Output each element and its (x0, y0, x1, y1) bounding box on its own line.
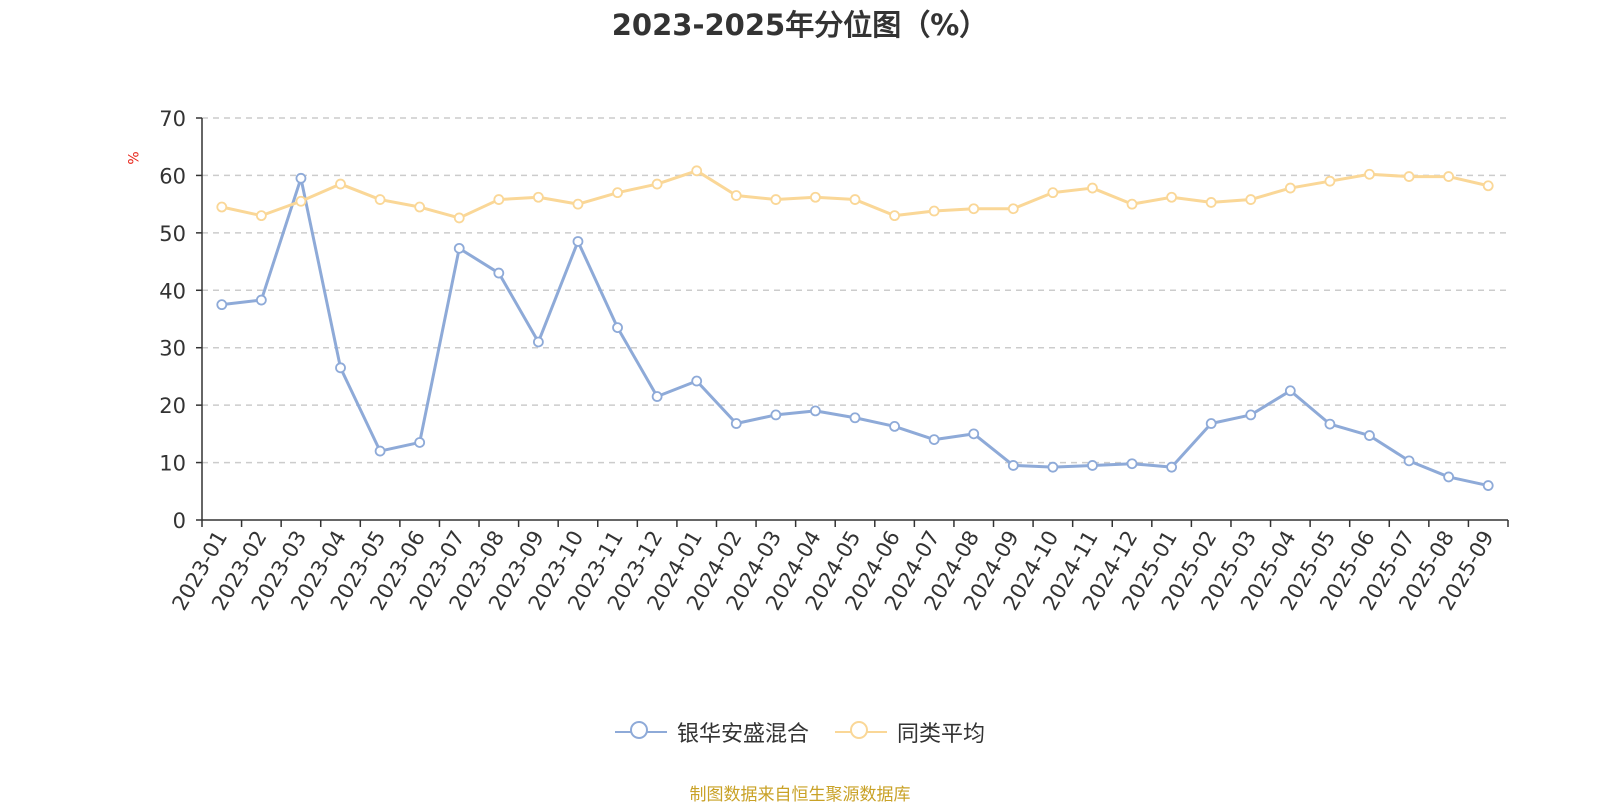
series-2-point (1364, 168, 1375, 180)
legend-swatch-series-1 (614, 720, 667, 744)
series-2-point (1324, 175, 1336, 187)
series-2-point (730, 190, 742, 201)
series-2-point (1205, 197, 1217, 208)
series-1-point (849, 412, 861, 424)
series-2-point (810, 191, 821, 203)
chart-title: 2023-2025年分位图（%） (611, 8, 989, 42)
series-2-point (493, 194, 505, 205)
series-1-point (1403, 455, 1415, 467)
series-1-point (335, 362, 346, 374)
series-2-point (1126, 198, 1138, 210)
grid-lines (202, 117, 1508, 464)
series-2-point (889, 210, 900, 222)
series-2-point (968, 203, 980, 215)
legend-label-series-1: 银华安盛混合 (676, 722, 809, 747)
y-tick-label: 40 (159, 279, 186, 303)
series-2-point (1403, 171, 1415, 182)
x-axis-ticks: 2023-012023-022023-032023-042023-052023-… (167, 526, 1498, 614)
y-tick-label: 50 (159, 222, 186, 246)
data-source-note: 制图数据来自恒生聚源数据库 (689, 785, 911, 805)
series-1-point (1443, 471, 1455, 483)
series-2-point (849, 194, 861, 205)
series-2-point (216, 201, 228, 213)
series-1-point (255, 294, 267, 306)
series-2-point (1007, 203, 1019, 215)
y-axis-ticks: 0 10 20 30 40 50 60 70 (159, 107, 186, 533)
series-1-point (968, 428, 980, 440)
series-1-point (810, 405, 821, 417)
series-1-point (295, 172, 307, 184)
series-1-point (493, 267, 505, 279)
y-tick-label: 60 (159, 164, 186, 188)
series-1-point (1047, 461, 1059, 473)
series-1-point (730, 418, 742, 429)
series-group (216, 165, 1494, 491)
series-2-point (335, 178, 346, 190)
series-2-point (651, 178, 663, 190)
series-2-point (1087, 182, 1098, 194)
series-2-point (295, 195, 307, 207)
series-2-point (612, 187, 623, 199)
y-tick-label: 20 (159, 394, 186, 418)
series-1-point (928, 434, 940, 446)
legend-swatch-series-2 (835, 720, 887, 744)
series-1-point (453, 242, 465, 254)
series-1-point (1205, 418, 1217, 429)
series-1-point (374, 445, 386, 457)
series-1-point (532, 336, 544, 348)
y-tick-label: 30 (159, 337, 186, 361)
series-2-point (770, 194, 782, 205)
series-1-point (889, 420, 900, 432)
series-2-point (255, 210, 267, 222)
series-2-point (928, 205, 940, 217)
line-chart: 0 10 20 30 40 50 60 70 2023-012023-022023-03202… (159, 107, 1509, 614)
series-1-point (1482, 480, 1494, 491)
series-2-point (532, 191, 544, 203)
series-1-point (1126, 458, 1138, 470)
series-1-point (1166, 461, 1178, 473)
series-2-point (572, 198, 584, 210)
series-2-point (1284, 182, 1296, 194)
series-1-point (1324, 418, 1336, 430)
series-line-1 (221, 176, 1489, 488)
series-2-point (1047, 187, 1059, 199)
series-1-point (691, 375, 703, 387)
legend: 银华安盛混合 同类平均 (0, 716, 1600, 748)
series-1-point (612, 322, 623, 334)
y-tick-label: 10 (159, 452, 186, 476)
legend-item-series-1[interactable]: 银华安盛混合 (614, 716, 809, 748)
series-1-point (1364, 430, 1375, 441)
series-1-point (216, 299, 228, 311)
series-1-point (414, 437, 426, 448)
series-2-point (1245, 194, 1257, 205)
series-1-point (1087, 460, 1098, 471)
y-tick-label: 70 (159, 107, 186, 131)
y-tick-label: 0 (173, 509, 186, 533)
series-2-point (414, 201, 426, 213)
series-1-point (1007, 460, 1019, 471)
series-2-point (453, 212, 465, 224)
series-1-point (651, 391, 663, 402)
series-2-point (374, 194, 386, 205)
series-1-point (1245, 409, 1257, 421)
series-2-point (1166, 191, 1178, 203)
series-2-point (691, 165, 703, 177)
legend-label-series-2: 同类平均 (897, 722, 986, 747)
series-1-point (770, 409, 782, 421)
legend-item-series-2[interactable]: 同类平均 (835, 716, 985, 748)
axes (196, 117, 1509, 527)
series-1-point (572, 236, 584, 247)
series-1-point (1284, 385, 1296, 397)
series-2-point (1443, 171, 1455, 182)
series-2-point (1482, 180, 1494, 192)
